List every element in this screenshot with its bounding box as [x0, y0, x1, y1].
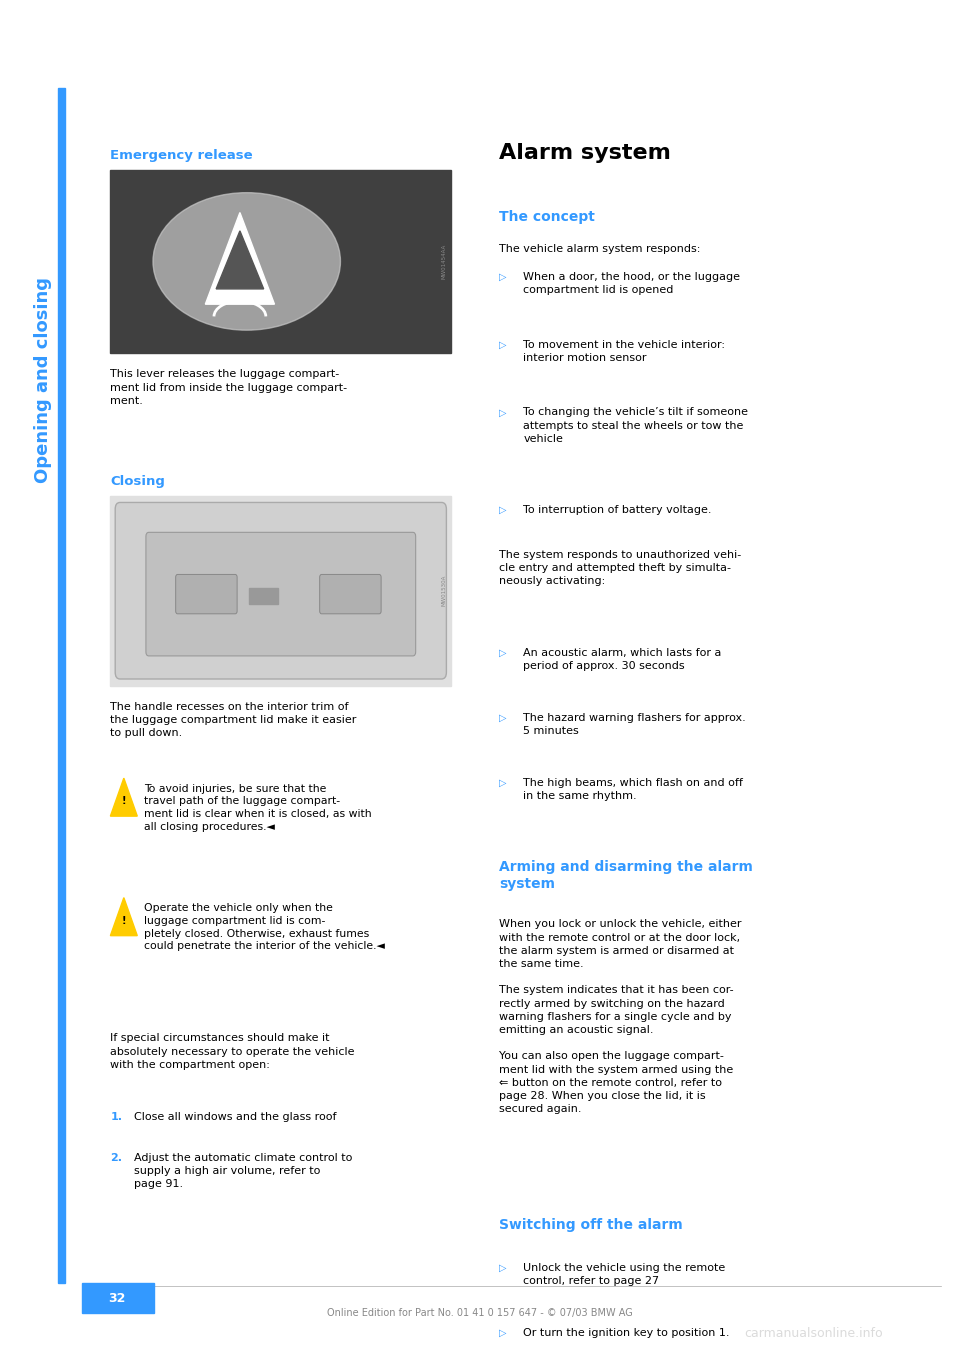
- Text: ▷: ▷: [499, 1263, 507, 1272]
- Text: ▷: ▷: [499, 648, 507, 657]
- Polygon shape: [110, 778, 137, 816]
- Text: Opening and closing: Opening and closing: [35, 277, 52, 483]
- Text: MW01454AA: MW01454AA: [442, 244, 446, 278]
- Text: ▷: ▷: [499, 713, 507, 722]
- Ellipse shape: [153, 193, 341, 330]
- Text: !: !: [122, 915, 126, 926]
- FancyBboxPatch shape: [115, 502, 446, 679]
- Text: ▷: ▷: [499, 340, 507, 349]
- Text: 32: 32: [108, 1291, 126, 1305]
- Text: An acoustic alarm, which lasts for a
period of approx. 30 seconds: An acoustic alarm, which lasts for a per…: [523, 648, 722, 671]
- Text: ▷: ▷: [499, 778, 507, 788]
- Bar: [110, 170, 451, 353]
- Text: Closing: Closing: [110, 475, 165, 489]
- Bar: [110, 496, 451, 686]
- Text: This lever releases the luggage compart-
ment lid from inside the luggage compar: This lever releases the luggage compart-…: [110, 369, 348, 406]
- Text: 2.: 2.: [110, 1153, 123, 1162]
- Polygon shape: [216, 231, 264, 289]
- FancyBboxPatch shape: [146, 532, 416, 656]
- Bar: [58, 88, 65, 1283]
- Text: Close all windows and the glass roof: Close all windows and the glass roof: [134, 1112, 337, 1122]
- Text: ▷: ▷: [499, 272, 507, 281]
- Text: Unlock the vehicle using the remote
control, refer to page 27: Unlock the vehicle using the remote cont…: [523, 1263, 726, 1286]
- Text: Operate the vehicle only when the
luggage compartment lid is com-
pletely closed: Operate the vehicle only when the luggag…: [144, 903, 385, 952]
- Bar: [82, 1283, 154, 1313]
- Text: The handle recesses on the interior trim of
the luggage compartment lid make it : The handle recesses on the interior trim…: [110, 702, 357, 739]
- Text: When you lock or unlock the vehicle, either
with the remote control or at the do: When you lock or unlock the vehicle, eit…: [499, 919, 742, 1114]
- Text: carmanualsonline.info: carmanualsonline.info: [745, 1327, 883, 1340]
- Text: Emergency release: Emergency release: [110, 149, 253, 163]
- Text: !: !: [122, 796, 126, 807]
- Text: 1.: 1.: [110, 1112, 123, 1122]
- Text: Switching off the alarm: Switching off the alarm: [499, 1218, 683, 1232]
- Text: The vehicle alarm system responds:: The vehicle alarm system responds:: [499, 244, 701, 254]
- Text: The concept: The concept: [499, 210, 595, 224]
- Text: Or turn the ignition key to position 1.: Or turn the ignition key to position 1.: [523, 1328, 730, 1338]
- Text: When a door, the hood, or the luggage
compartment lid is opened: When a door, the hood, or the luggage co…: [523, 272, 740, 295]
- Text: ▷: ▷: [499, 407, 507, 417]
- FancyBboxPatch shape: [176, 574, 237, 614]
- Text: To interruption of battery voltage.: To interruption of battery voltage.: [523, 505, 711, 515]
- Polygon shape: [110, 898, 137, 936]
- Polygon shape: [205, 213, 275, 304]
- Text: Arming and disarming the alarm
system: Arming and disarming the alarm system: [499, 860, 753, 891]
- Text: To changing the vehicle’s tilt if someone
attempts to steal the wheels or tow th: To changing the vehicle’s tilt if someon…: [523, 407, 748, 444]
- Text: Alarm system: Alarm system: [499, 143, 671, 163]
- Text: The hazard warning flashers for approx.
5 minutes: The hazard warning flashers for approx. …: [523, 713, 746, 736]
- Text: To movement in the vehicle interior:
interior motion sensor: To movement in the vehicle interior: int…: [523, 340, 725, 363]
- Bar: [250, 588, 278, 604]
- Text: Adjust the automatic climate control to
supply a high air volume, refer to
page : Adjust the automatic climate control to …: [134, 1153, 352, 1190]
- Text: ▷: ▷: [499, 505, 507, 515]
- FancyBboxPatch shape: [320, 574, 381, 614]
- Text: If special circumstances should make it
absolutely necessary to operate the vehi: If special circumstances should make it …: [110, 1033, 355, 1070]
- Text: MW01530A: MW01530A: [442, 574, 446, 607]
- Text: The high beams, which flash on and off
in the same rhythm.: The high beams, which flash on and off i…: [523, 778, 743, 801]
- Text: ▷: ▷: [499, 1328, 507, 1338]
- Text: Online Edition for Part No. 01 41 0 157 647 - © 07/03 BMW AG: Online Edition for Part No. 01 41 0 157 …: [327, 1308, 633, 1319]
- Text: To avoid injuries, be sure that the
travel path of the luggage compart-
ment lid: To avoid injuries, be sure that the trav…: [144, 784, 372, 832]
- Text: The system responds to unauthorized vehi-
cle entry and attempted theft by simul: The system responds to unauthorized vehi…: [499, 550, 741, 587]
